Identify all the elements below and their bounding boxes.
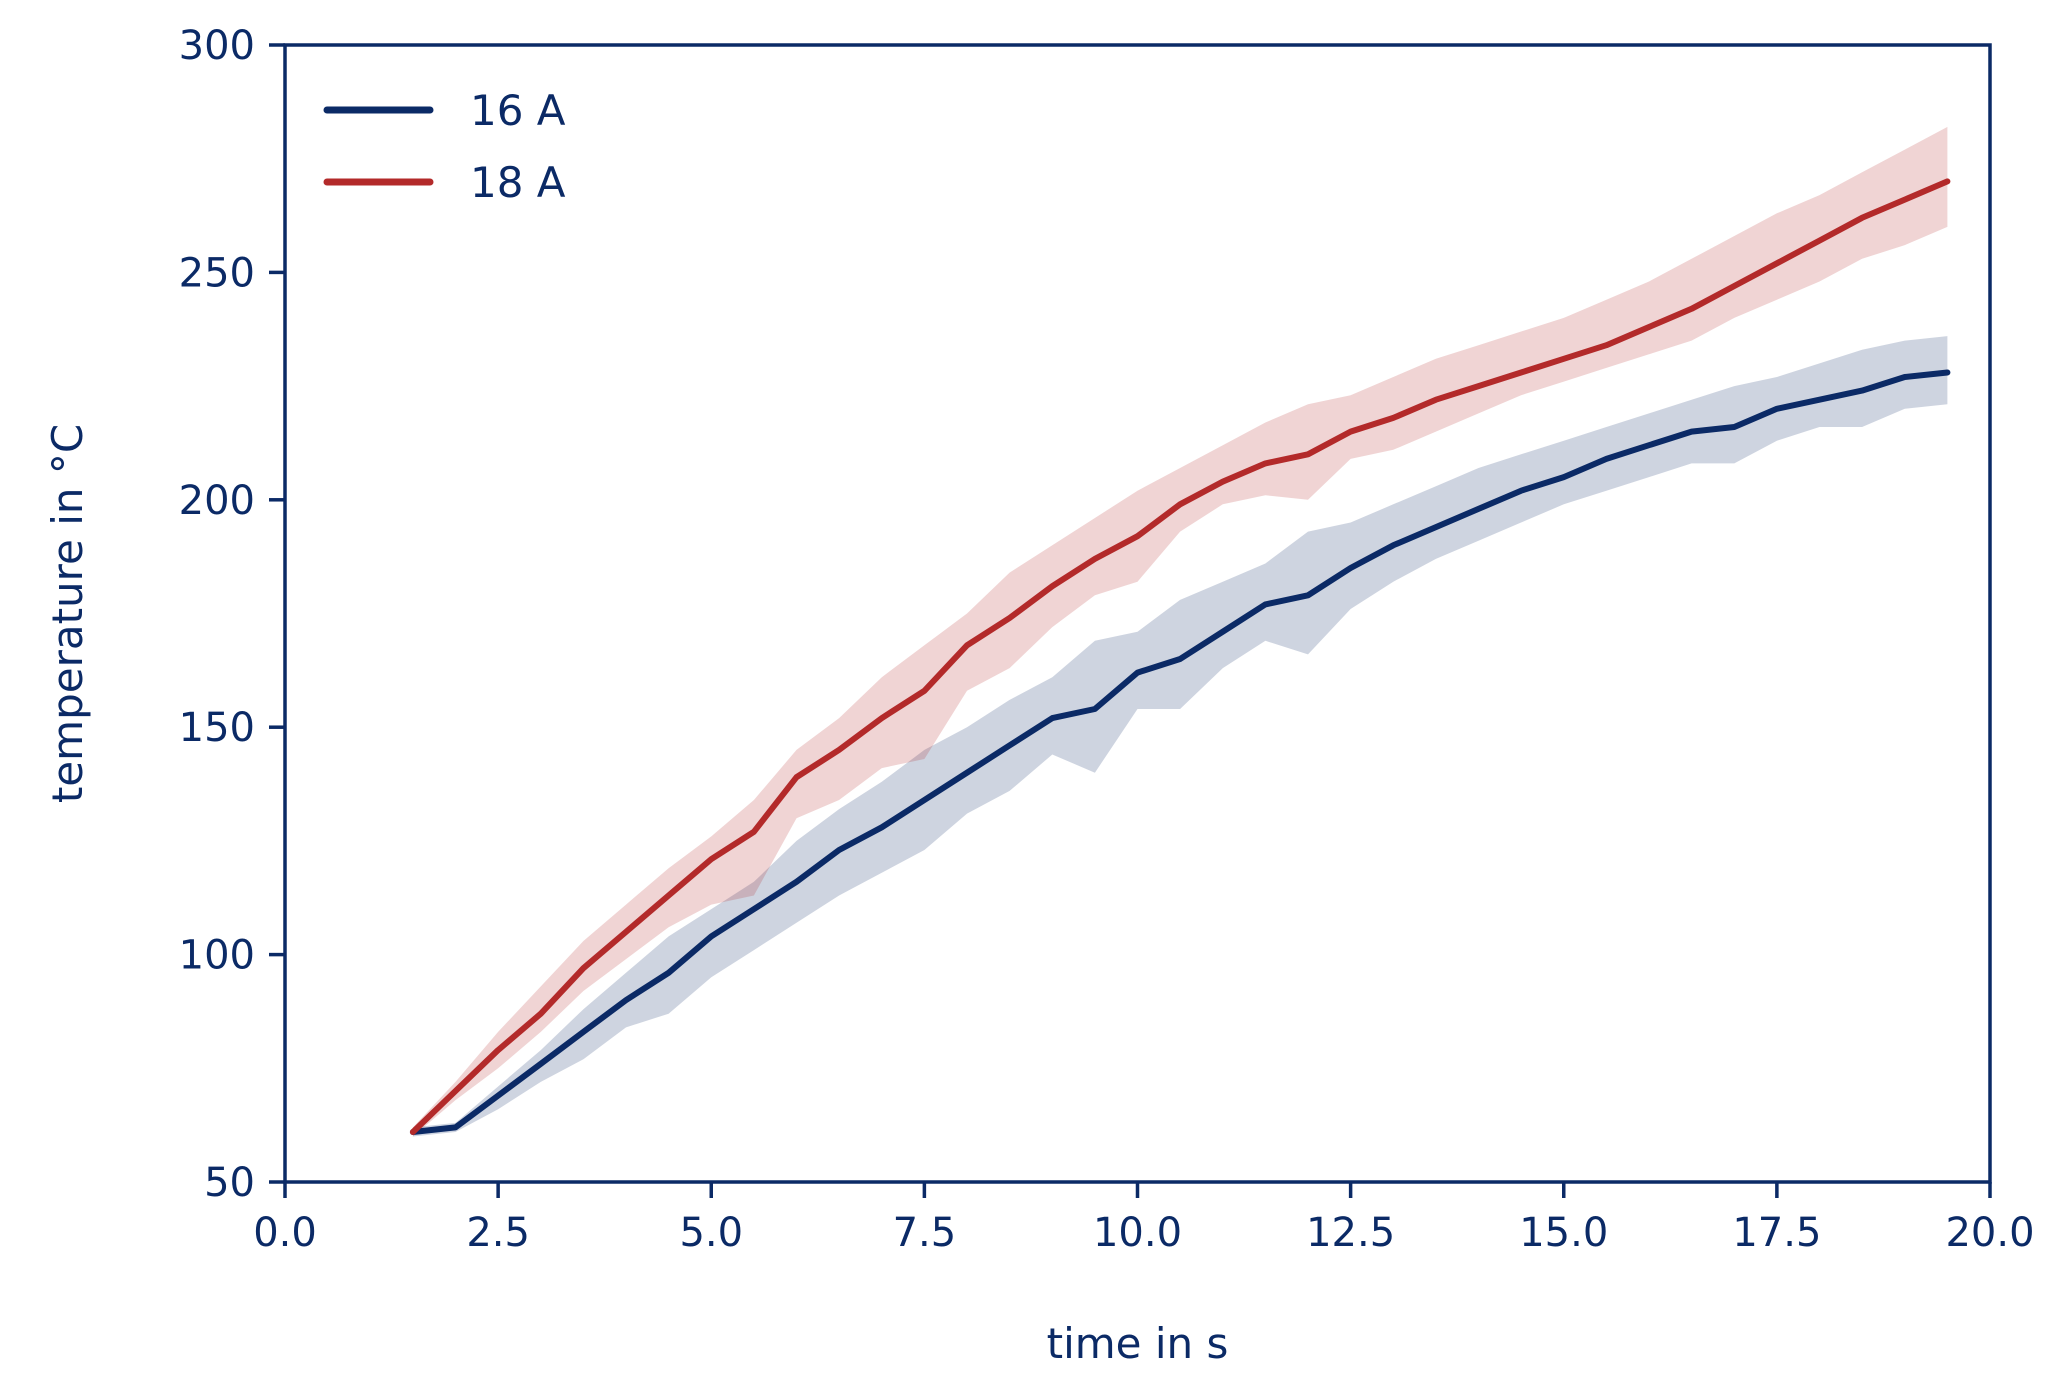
axes: 0.0 2.5 5.0 7.5 10.0 12.5 15.0 17.5 20.0 50 100 150… bbox=[43, 23, 2035, 1368]
x-tick-label: 5.0 bbox=[679, 1210, 743, 1256]
series-lines bbox=[409, 178, 1951, 1135]
x-tick-label: 0.0 bbox=[253, 1210, 317, 1256]
x-axis-label: time in s bbox=[1047, 1319, 1229, 1368]
legend-label-16a: 16 A bbox=[470, 86, 566, 135]
y-tick-label: 300 bbox=[179, 23, 255, 69]
legend: 16 A 18 A bbox=[323, 86, 566, 207]
legend-label-18a: 18 A bbox=[470, 158, 566, 207]
x-tick-label: 17.5 bbox=[1732, 1210, 1821, 1256]
x-tick-label: 7.5 bbox=[893, 1210, 957, 1256]
x-tick-label: 15.0 bbox=[1519, 1210, 1608, 1256]
y-tick-label: 200 bbox=[179, 478, 255, 524]
x-tick-label: 12.5 bbox=[1306, 1210, 1395, 1256]
confidence-bands bbox=[412, 126, 1948, 1137]
band-18a bbox=[412, 126, 1948, 1137]
x-tick-label: 20.0 bbox=[1945, 1210, 2034, 1256]
x-tick-label: 2.5 bbox=[466, 1210, 530, 1256]
y-tick-label: 250 bbox=[179, 250, 255, 296]
band-16a bbox=[412, 336, 1948, 1137]
y-axis-label: temperature in °C bbox=[43, 424, 92, 803]
x-tick-label: 10.0 bbox=[1093, 1210, 1182, 1256]
y-tick-label: 150 bbox=[179, 705, 255, 751]
y-tick-label: 50 bbox=[204, 1160, 255, 1206]
y-tick-label: 100 bbox=[179, 933, 255, 979]
